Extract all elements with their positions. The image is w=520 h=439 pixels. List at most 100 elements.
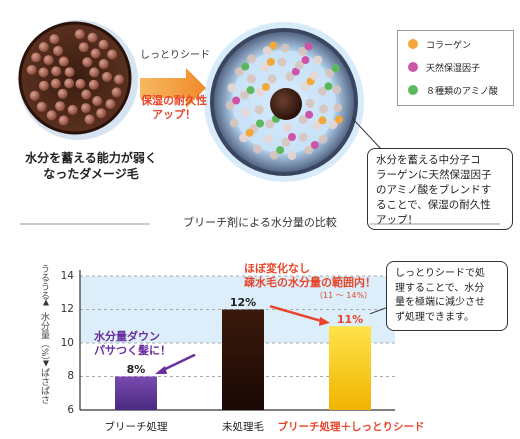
arrow-label: しっとりシード (140, 50, 210, 61)
protein-particle (82, 57, 93, 68)
protein-particle (105, 99, 116, 110)
protein-particle (74, 29, 85, 40)
protein-particle (89, 67, 100, 78)
protein-particle (98, 59, 109, 69)
protein-particle (298, 115, 308, 125)
protein-particle (269, 150, 279, 160)
active-ingredient-dot (256, 119, 264, 128)
hair-illustration (18, 20, 383, 182)
protein-particle (312, 120, 321, 130)
legend: コラーゲン 天然保湿因子 ８種類のアミノ酸 (397, 30, 514, 106)
legend-label: コラーゲン (426, 40, 472, 51)
callout-line: しっとりシードで処 (395, 268, 485, 279)
annotation-arrow-red (269, 304, 323, 323)
protein-particle (80, 103, 91, 114)
bar-bleach (115, 376, 157, 410)
protein-particle (265, 119, 275, 129)
annotation-line: ほぼ変化なし (244, 262, 310, 275)
water-content-chart (43, 270, 395, 411)
axis-label-moist: うるうる (39, 264, 49, 300)
protein-particle (309, 71, 319, 80)
protein-particle (318, 134, 328, 144)
active-ingredient-dot (276, 146, 285, 155)
protein-particle (38, 80, 49, 91)
section-title: ブリーチ剤による水分量の比較 (183, 216, 337, 229)
protein-particle (90, 48, 101, 59)
protein-particle (51, 66, 62, 77)
arrow-result-line-1: 保湿の耐久性 (141, 94, 207, 107)
callout-line: アップ！ (376, 214, 418, 226)
protein-particle (92, 96, 103, 106)
protein-particle (38, 67, 49, 78)
protein-particle (318, 104, 328, 114)
axis-label-water: 水分量（%） (39, 312, 49, 366)
active-ingredient-dot (318, 116, 327, 125)
callout-line: のアミノ酸をブレンドす (376, 184, 492, 196)
protein-particle (107, 49, 118, 60)
active-ingredient-dot (241, 62, 250, 71)
active-ingredient-dot (331, 64, 340, 73)
active-ingredient-dot (246, 86, 255, 95)
arrowhead-purple-icon (155, 365, 167, 374)
bar-value-label-seed: 11% (336, 313, 364, 326)
callout-line: ることで、保湿の耐久性 (376, 199, 491, 211)
protein-particle (247, 54, 257, 64)
protein-particle (313, 55, 323, 65)
treated-hair-cross-section (204, 22, 364, 182)
protein-particle (332, 85, 342, 95)
active-ingredient-dot (232, 96, 241, 105)
protein-particle (81, 89, 92, 100)
protein-particle (287, 150, 297, 160)
protein-particle (98, 39, 109, 50)
protein-particle (333, 102, 343, 112)
protein-particle (84, 114, 95, 125)
protein-particle (277, 57, 287, 67)
protein-particle (43, 55, 54, 66)
protein-particle (78, 42, 89, 53)
damaged-caption-line-1: 水分を蓄える能力が弱く (25, 151, 157, 165)
bar-seed (329, 326, 371, 410)
protein-particle (254, 105, 264, 115)
protein-particle (295, 60, 304, 70)
arrow-result-line-2: アップ！ (152, 108, 196, 121)
bar-value-label-bleach: 8% (126, 363, 146, 376)
active-ingredient-dot (262, 82, 270, 91)
tick-label: 10 (60, 337, 74, 349)
protein-particle (298, 46, 307, 56)
protein-particle (57, 88, 68, 99)
protein-particle (281, 137, 291, 147)
protein-particle (234, 67, 244, 77)
protein-particle (267, 74, 277, 84)
axis-label-dry: ぱさぱさ (39, 368, 49, 404)
protein-particle (75, 78, 86, 89)
tick-label: 12 (60, 303, 74, 315)
protein-particle (36, 101, 47, 112)
annotation-water-down: 水分量ダウン パサつく髪に！ (94, 330, 204, 358)
active-ingredient-dot (245, 128, 254, 137)
active-ingredient-dot (266, 57, 275, 66)
protein-particle (239, 133, 249, 143)
section-divider (20, 223, 500, 225)
active-ingredient-dot (304, 42, 313, 51)
protein-particle (318, 86, 327, 96)
protein-particle (298, 132, 308, 142)
annotation-range: （11 〜 14%） (315, 291, 373, 300)
active-ingredient-dot (288, 133, 296, 141)
protein-particle (280, 43, 290, 53)
protein-particle (49, 34, 60, 45)
amino-dot-icon (408, 85, 418, 95)
protein-particle (87, 32, 98, 43)
damaged-caption-line-2: なったダメージ毛 (43, 167, 139, 181)
active-ingredient-dot (301, 56, 310, 65)
tick-label: 14 (60, 270, 74, 282)
arrowhead-red-icon (319, 316, 330, 326)
nmf-dot-icon (408, 62, 418, 72)
treatment-callout: しっとりシードで処 理することで、水分 量を極端に減少させ ず処理できます。 (386, 261, 508, 331)
protein-particle (262, 46, 272, 56)
active-ingredient-dot (291, 67, 300, 76)
protein-particle (58, 115, 69, 126)
up-arrow-icon (43, 299, 49, 306)
active-ingredient-dot (335, 115, 343, 124)
damaged-hair-cross-section (18, 20, 138, 140)
protein-particle (64, 67, 75, 78)
